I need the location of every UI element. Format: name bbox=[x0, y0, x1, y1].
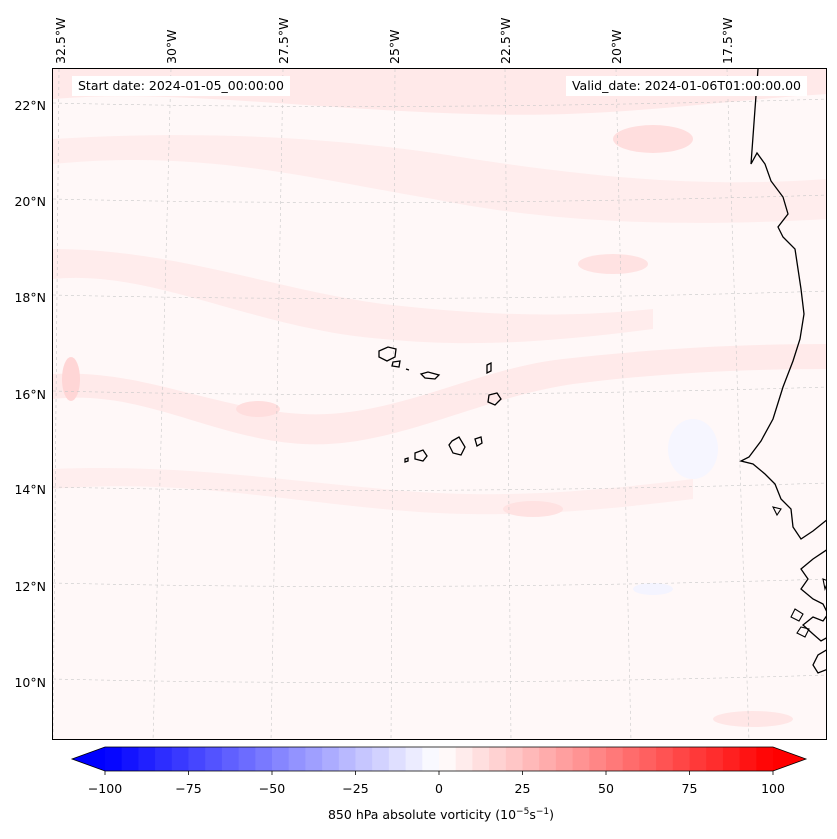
colorbar-cell bbox=[739, 747, 757, 771]
colorbar-cell bbox=[171, 747, 189, 771]
colorbar-cell bbox=[639, 747, 657, 771]
colorbar-cell bbox=[522, 747, 540, 771]
colorbar-cell bbox=[388, 747, 407, 771]
colorbar-cell bbox=[689, 747, 707, 771]
colorbar-cell bbox=[505, 747, 523, 771]
colorbar-cell bbox=[221, 747, 240, 771]
lon-label-22-5: 22.5°W bbox=[498, 17, 513, 64]
lat-label-22: 22°N bbox=[14, 98, 46, 113]
colorbar-cell bbox=[439, 747, 457, 771]
colorbar-cell bbox=[255, 747, 273, 771]
colorbar-cell bbox=[722, 747, 741, 771]
colorbar bbox=[70, 746, 808, 775]
colorbar-cell bbox=[455, 747, 473, 771]
colorbar-cell bbox=[606, 747, 624, 771]
lat-label-10: 10°N bbox=[14, 675, 46, 690]
colorbar-tick-label: 0 bbox=[435, 781, 443, 796]
colorbar-cell bbox=[138, 747, 156, 771]
lon-label-25: 25°W bbox=[387, 29, 402, 64]
lat-label-14: 14°N bbox=[14, 482, 46, 497]
lat-label-12: 12°N bbox=[14, 579, 46, 594]
lon-label-20: 20°W bbox=[609, 29, 624, 64]
colorbar-cell bbox=[572, 747, 590, 771]
colorbar-cell bbox=[489, 747, 507, 771]
lat-label-18: 18°N bbox=[14, 290, 46, 305]
colorbar-cell bbox=[288, 747, 306, 771]
colorbar-cell bbox=[238, 747, 256, 771]
colorbar-tick-label: 25 bbox=[514, 781, 531, 796]
colorbar-cell bbox=[322, 747, 340, 771]
colorbar-cell bbox=[372, 747, 390, 771]
colorbar-cell bbox=[472, 747, 490, 771]
colorbar-cell bbox=[539, 747, 557, 771]
colorbar-ticks bbox=[104, 771, 774, 775]
colorbar-cell bbox=[105, 747, 123, 771]
colorbar-tick-label: −50 bbox=[258, 781, 286, 796]
lon-label-32-5: 32.5°W bbox=[53, 17, 68, 64]
lon-label-27-5: 27.5°W bbox=[276, 17, 291, 64]
vorticity-map bbox=[52, 68, 827, 740]
map-canvas bbox=[53, 69, 826, 739]
colorbar-cell bbox=[672, 747, 690, 771]
coastline-west-africa bbox=[739, 69, 826, 674]
colorbar-label: 850 hPa absolute vorticity (10−5s−1) bbox=[327, 807, 554, 823]
colorbar-cell bbox=[272, 747, 290, 771]
colorbar-tick-label: 75 bbox=[681, 781, 698, 796]
colorbar-cell bbox=[305, 747, 323, 771]
colorbar-cell bbox=[205, 747, 223, 771]
colorbar-cell bbox=[405, 747, 423, 771]
colorbar-cell bbox=[589, 747, 607, 771]
colorbar-cell bbox=[338, 747, 356, 771]
colorbar-cell bbox=[756, 747, 774, 771]
valid-date-label: Valid_date: 2024-01-06T01:00:00.00 bbox=[565, 76, 807, 96]
colorbar-tick-label: −100 bbox=[87, 781, 123, 796]
colorbar-tick-label: 50 bbox=[598, 781, 614, 796]
colorbar-tick-label: −75 bbox=[175, 781, 202, 796]
lat-label-16: 16°N bbox=[14, 387, 46, 402]
colorbar-cell bbox=[155, 747, 173, 771]
colorbar-cell bbox=[622, 747, 640, 771]
start-date-label: Start date: 2024-01-05_00:00:00 bbox=[72, 76, 290, 96]
lon-label-17-5: 17.5°W bbox=[720, 17, 735, 64]
colorbar-tick-label: −25 bbox=[342, 781, 369, 796]
colorbar-cell bbox=[121, 747, 139, 771]
cape-verde-islands bbox=[378, 346, 502, 463]
colorbar-tick-label: 100 bbox=[761, 781, 785, 796]
colorbar-cell bbox=[656, 747, 674, 771]
coastline-bijagos bbox=[771, 506, 826, 638]
colorbar-cell bbox=[422, 747, 440, 771]
gridlines bbox=[53, 69, 826, 739]
colorbar-cell bbox=[188, 747, 206, 771]
colorbar-extend-min bbox=[72, 747, 105, 771]
lon-label-30: 30°W bbox=[164, 29, 179, 64]
colorbar-extend-max bbox=[773, 747, 806, 771]
colorbar-cell bbox=[355, 747, 373, 771]
colorbar-cell bbox=[555, 747, 574, 771]
colorbar-cells bbox=[105, 747, 774, 771]
colorbar-cell bbox=[706, 747, 724, 771]
lat-label-20: 20°N bbox=[14, 194, 46, 209]
vorticity-shading bbox=[53, 69, 826, 727]
